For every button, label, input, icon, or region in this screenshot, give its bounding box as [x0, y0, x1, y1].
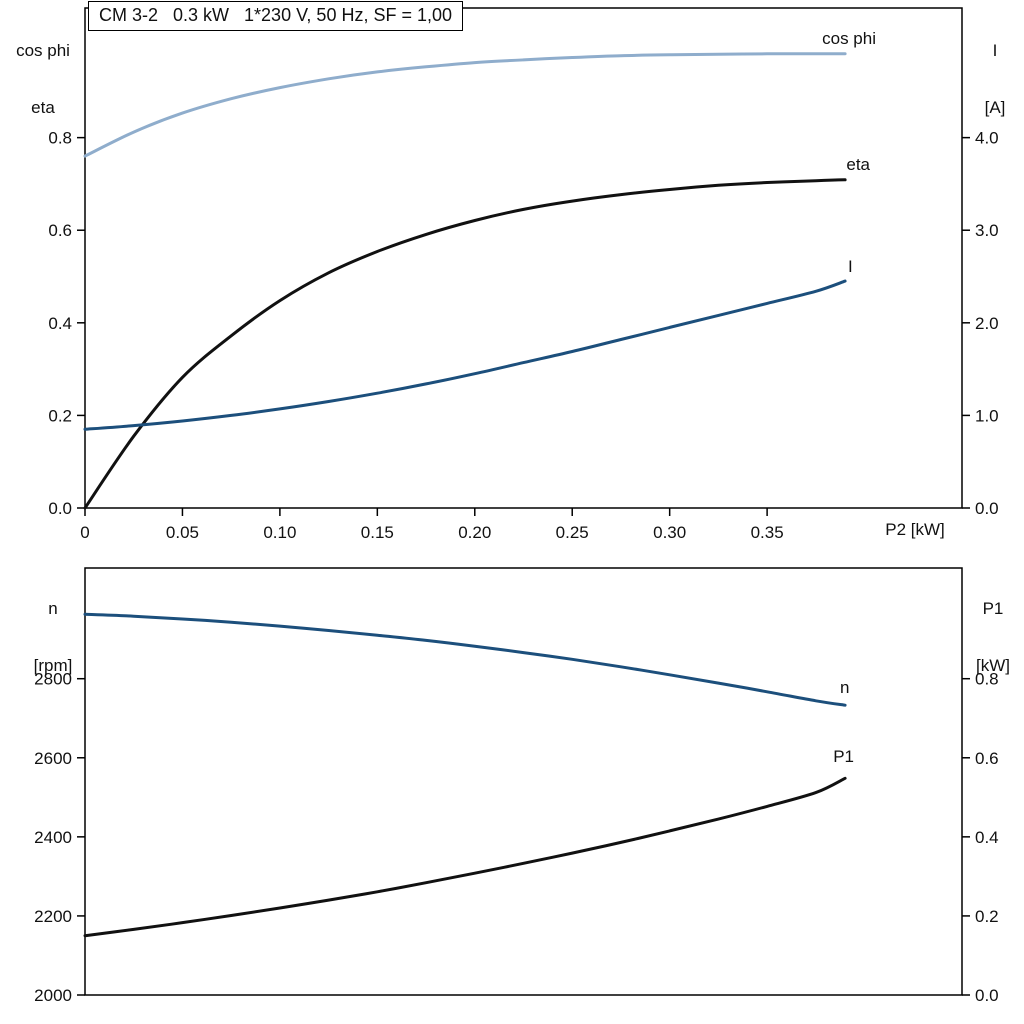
- top-left-axis-label: cos phi eta: [4, 3, 82, 155]
- current-axis-label: I: [992, 41, 998, 60]
- y-tick-label-left: 2800: [34, 670, 72, 689]
- series-label-cos-phi: cos phi: [822, 29, 876, 48]
- series-label-eta: eta: [846, 155, 870, 174]
- plot-frame: [84, 567, 963, 996]
- x-tick-label: 0: [80, 523, 89, 542]
- x-tick-label: 0.30: [653, 523, 686, 542]
- kw-unit-label: [kW]: [976, 656, 1010, 675]
- bottom-chart: 2000 2200 2400 2600 2800 0.0 0.2 0.4 0.6 0.8 n P1: [34, 567, 999, 1005]
- cosphi-axis-label: cos phi: [16, 41, 70, 60]
- p1-axis-label: P1: [982, 599, 1004, 618]
- x-tick-label: 0.15: [361, 523, 394, 542]
- x-tick-label: 0.05: [166, 523, 199, 542]
- y-tick-label-left: 0.8: [48, 129, 72, 148]
- y-tick-label-left: 0.0: [48, 499, 72, 518]
- series-curve-n: [83, 612, 847, 707]
- series-curve-cos-phi: [83, 52, 847, 158]
- rpm-unit-label: [rpm]: [33, 656, 73, 675]
- y-tick-label-right: 1.0: [975, 406, 999, 425]
- series-label-n: n: [840, 678, 849, 697]
- bottom-right-axis-label: P1 [kW]: [964, 561, 1022, 713]
- y-tick-label-left: 0.2: [48, 406, 72, 425]
- y-tick-label-right: 3.0: [975, 221, 999, 240]
- y-tick-label-left: 2600: [34, 749, 72, 768]
- y-tick-label-right: 0.8: [975, 670, 999, 689]
- y-tick-label-left: 0.4: [48, 314, 72, 333]
- bottom-left-axis-label: n [rpm]: [22, 561, 84, 713]
- series-curve-eta: [83, 178, 847, 510]
- x-tick-label: 0.25: [556, 523, 589, 542]
- x-axis-label: P2 [kW]: [885, 520, 945, 539]
- y-tick-label-right: 0.0: [975, 986, 999, 1005]
- plot-frame: [84, 7, 963, 509]
- y-tick-label-right: 4.0: [975, 129, 999, 148]
- y-tick-label-left: 0.6: [48, 221, 72, 240]
- top-chart: 0 0.05 0.10 0.15 0.20 0.25 0.30 0.35 0.0 0.2 0.4 0.…: [48, 7, 999, 542]
- speed-axis-label: n: [48, 599, 58, 618]
- y-tick-label-right: 0.0: [975, 499, 999, 518]
- x-tick-label: 0.10: [263, 523, 296, 542]
- y-tick-label-right: 0.4: [975, 828, 999, 847]
- y-tick-label-right: 0.6: [975, 749, 999, 768]
- top-right-axis-label: I [A]: [970, 3, 1020, 155]
- y-tick-label-left: 2400: [34, 828, 72, 847]
- y-tick-label-left: 2000: [34, 986, 72, 1005]
- series-label-P1: P1: [833, 747, 854, 766]
- x-tick-label: 0.35: [751, 523, 784, 542]
- chart-title-box: CM 3-2 0.3 kW 1*230 V, 50 Hz, SF = 1,00: [88, 1, 464, 31]
- series-curve-P1: [83, 776, 847, 938]
- y-tick-label-right: 0.2: [975, 907, 999, 926]
- series-label-I: I: [848, 257, 853, 276]
- series-curve-I: [83, 279, 847, 431]
- x-tick-label: 0.20: [458, 523, 491, 542]
- eta-axis-label: eta: [31, 98, 55, 117]
- y-tick-label-right: 2.0: [975, 314, 999, 333]
- y-tick-label-left: 2200: [34, 907, 72, 926]
- ampere-unit-label: [A]: [984, 98, 1006, 117]
